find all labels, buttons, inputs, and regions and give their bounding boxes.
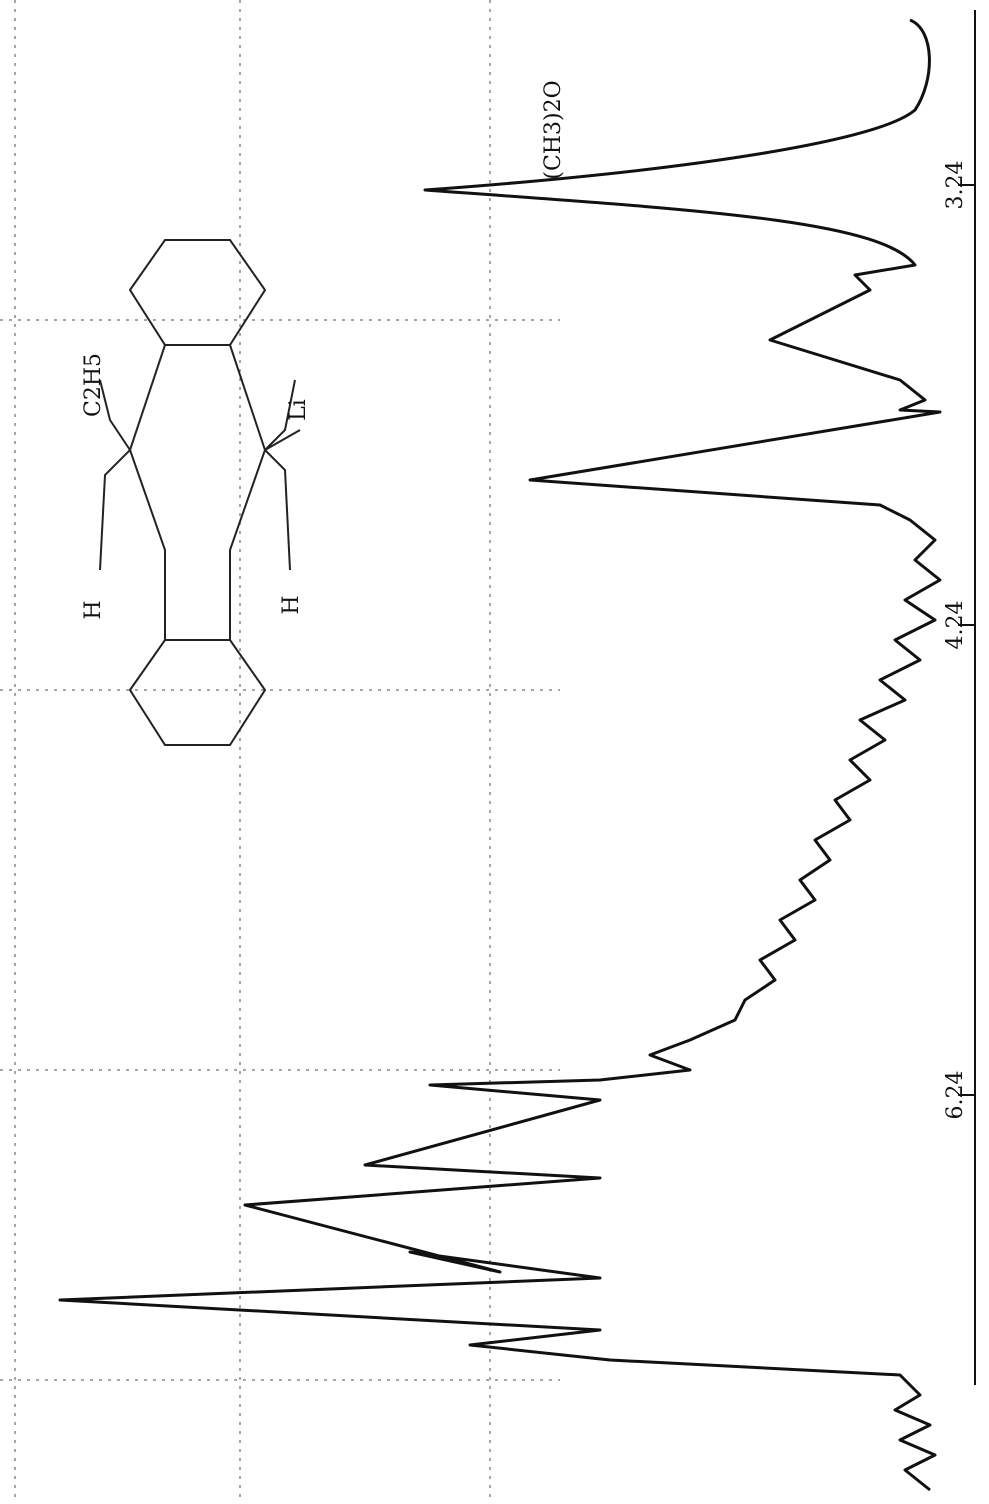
spectrum-page: 3.24 4.24 6.24 (CH3)2O C2H5 H Li H [0,0,989,1504]
molecule: C2H5 H Li H [81,240,311,745]
atom-label: C2H5 [81,353,106,417]
tick-label: 4.24 [943,601,968,650]
peak-label: (CH3)2O [541,80,566,179]
atom-label: H [279,595,304,614]
atom-label: Li [286,399,311,421]
background-grid [0,0,560,1500]
tick-label: 6.24 [943,1071,968,1120]
tick-label: 3.24 [943,161,968,210]
atom-label: H [81,600,106,619]
x-axis: 3.24 4.24 6.24 [943,10,975,1385]
